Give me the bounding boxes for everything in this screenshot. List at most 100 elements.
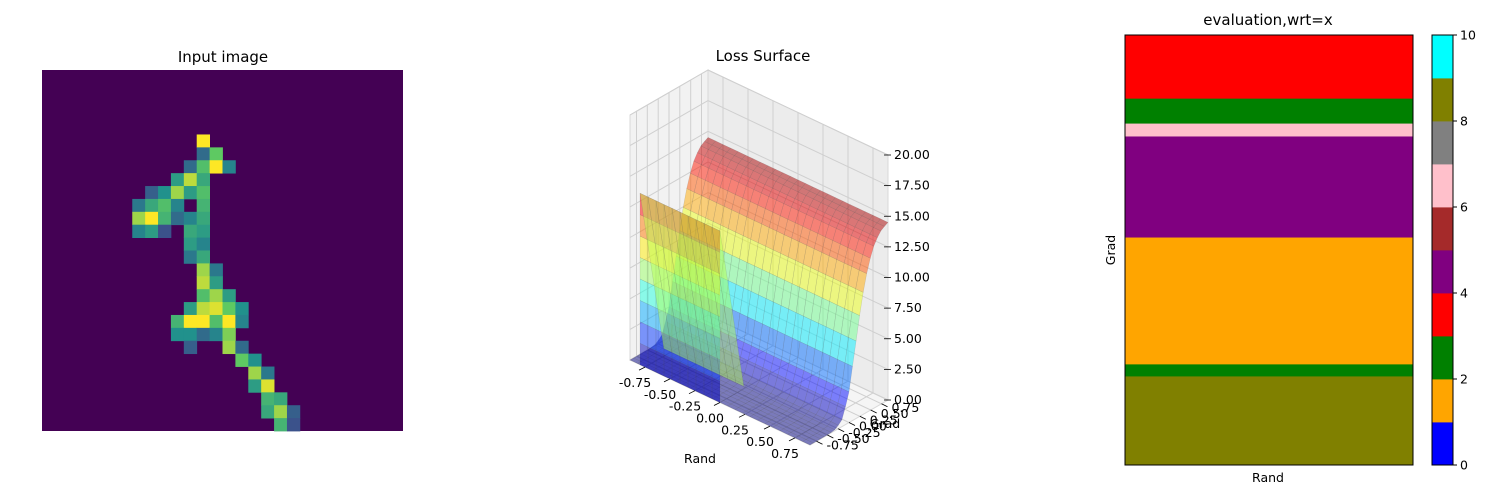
input-pixel [235, 314, 249, 329]
colorbar-tick-label: 10 [1460, 28, 1476, 43]
grid-line [707, 69, 889, 156]
input-pixel [170, 314, 185, 329]
input-pixel [196, 276, 210, 290]
input-pixel [196, 160, 210, 174]
input-pixel [158, 211, 172, 226]
input-pixel [196, 211, 210, 226]
surface-facet [851, 288, 864, 316]
surface-facet [805, 437, 818, 444]
evaluation-bands [1125, 35, 1413, 466]
y-tick-label: 0.00 [859, 419, 887, 434]
grid-line [629, 130, 709, 177]
x-tick-mark [763, 425, 771, 430]
input-pixel [132, 211, 146, 226]
input-pixel [196, 263, 210, 277]
surface-facet [639, 257, 649, 284]
z-tick-label: 17.50 [894, 178, 930, 193]
colorbar-tick-label: 6 [1460, 200, 1468, 215]
input-pixel [222, 289, 236, 303]
surface-facet [647, 196, 681, 357]
surface-facet [703, 222, 737, 383]
input-pixel [170, 211, 185, 226]
input-pixel [196, 237, 210, 251]
x-tick-label: 0.00 [696, 411, 724, 426]
input-pixel [209, 147, 223, 161]
input-pixel [196, 302, 210, 316]
evaluation-xlabel: Rand [1252, 470, 1284, 485]
input-pixel [158, 224, 172, 238]
input-pixel [222, 302, 236, 316]
evaluation-band [1125, 136, 1413, 239]
surface-facet [826, 421, 839, 431]
loss-surface-xlabel: Rand [684, 451, 716, 466]
colorbar-tick-label: 8 [1460, 114, 1468, 129]
surface-facet [671, 358, 681, 384]
colorbar-segment [1432, 207, 1453, 251]
surface-facet [841, 362, 853, 393]
evaluation-band [1125, 376, 1413, 466]
input-pixel [170, 186, 185, 200]
surface-facet [679, 361, 689, 388]
input-pixel [183, 327, 198, 342]
evaluation-title: evaluation,wrt=x [1203, 11, 1333, 29]
input-pixel [170, 198, 185, 213]
input-pixel [222, 327, 236, 342]
input-pixel [183, 314, 198, 329]
input-image-panel: Input image [42, 48, 403, 432]
x-tick-label: 0.25 [721, 422, 749, 437]
x-tick-mark [688, 390, 696, 395]
colorbar-segment [1432, 250, 1453, 294]
surface-facet [639, 278, 649, 305]
input-pixel [222, 340, 236, 355]
input-pixel [196, 186, 210, 200]
evaluation-band [1125, 123, 1413, 137]
input-pixel [145, 224, 159, 238]
surface-facet [830, 415, 843, 426]
input-pixel [196, 289, 210, 303]
grid-line [707, 130, 889, 217]
input-pixel [235, 353, 249, 367]
x-tick-mark [713, 402, 721, 406]
y-tick-label: 0.50 [881, 406, 909, 421]
input-pixel [183, 173, 198, 187]
input-pixel [145, 211, 159, 226]
input-pixel [274, 418, 288, 432]
evaluation-panel: evaluation,wrt=x Rand Grad 0 2 4 6 8 10 [1103, 11, 1476, 485]
y-tick-mark [848, 422, 856, 426]
surface-facet [679, 211, 713, 372]
surface-facet [801, 439, 815, 446]
input-pixel [209, 314, 223, 329]
z-tick-label: 10.00 [894, 270, 930, 285]
grid-line [707, 100, 889, 187]
y-tick-mark [859, 415, 867, 420]
colorbar-frame [1431, 34, 1454, 466]
y-tick-mark [827, 434, 834, 439]
loss-surface-ticks: -0.75-0.50-0.250.000.250.500.75-0.75-0.5… [619, 147, 930, 461]
y-tick-mark [881, 403, 888, 408]
input-pixel [158, 198, 172, 213]
surface-facet [647, 325, 657, 352]
evaluation-ylabel: Grad [1103, 235, 1118, 265]
x-tick-label: -0.50 [644, 387, 676, 402]
surface-facet [663, 204, 697, 365]
x-tick-label: 0.75 [771, 446, 799, 461]
input-pixel [170, 173, 185, 187]
input-pixel [132, 224, 146, 238]
input-pixel [235, 340, 249, 355]
input-pixel [183, 224, 198, 238]
input-pixel [183, 160, 198, 174]
loss-surface-title: Loss Surface [716, 47, 811, 65]
y-tick-label: 0.75 [892, 400, 920, 415]
x-tick-mark [738, 413, 746, 418]
surface-facet [639, 300, 649, 326]
surface-facet [695, 219, 729, 380]
input-pixel [209, 276, 223, 290]
input-pixel [248, 379, 262, 393]
input-pixel [170, 327, 185, 342]
input-pixel [145, 186, 159, 200]
evaluation-band [1125, 35, 1413, 100]
input-pixel [261, 379, 275, 393]
input-pixel [196, 250, 210, 264]
input-pixel [209, 160, 223, 174]
input-pixel [286, 418, 301, 432]
